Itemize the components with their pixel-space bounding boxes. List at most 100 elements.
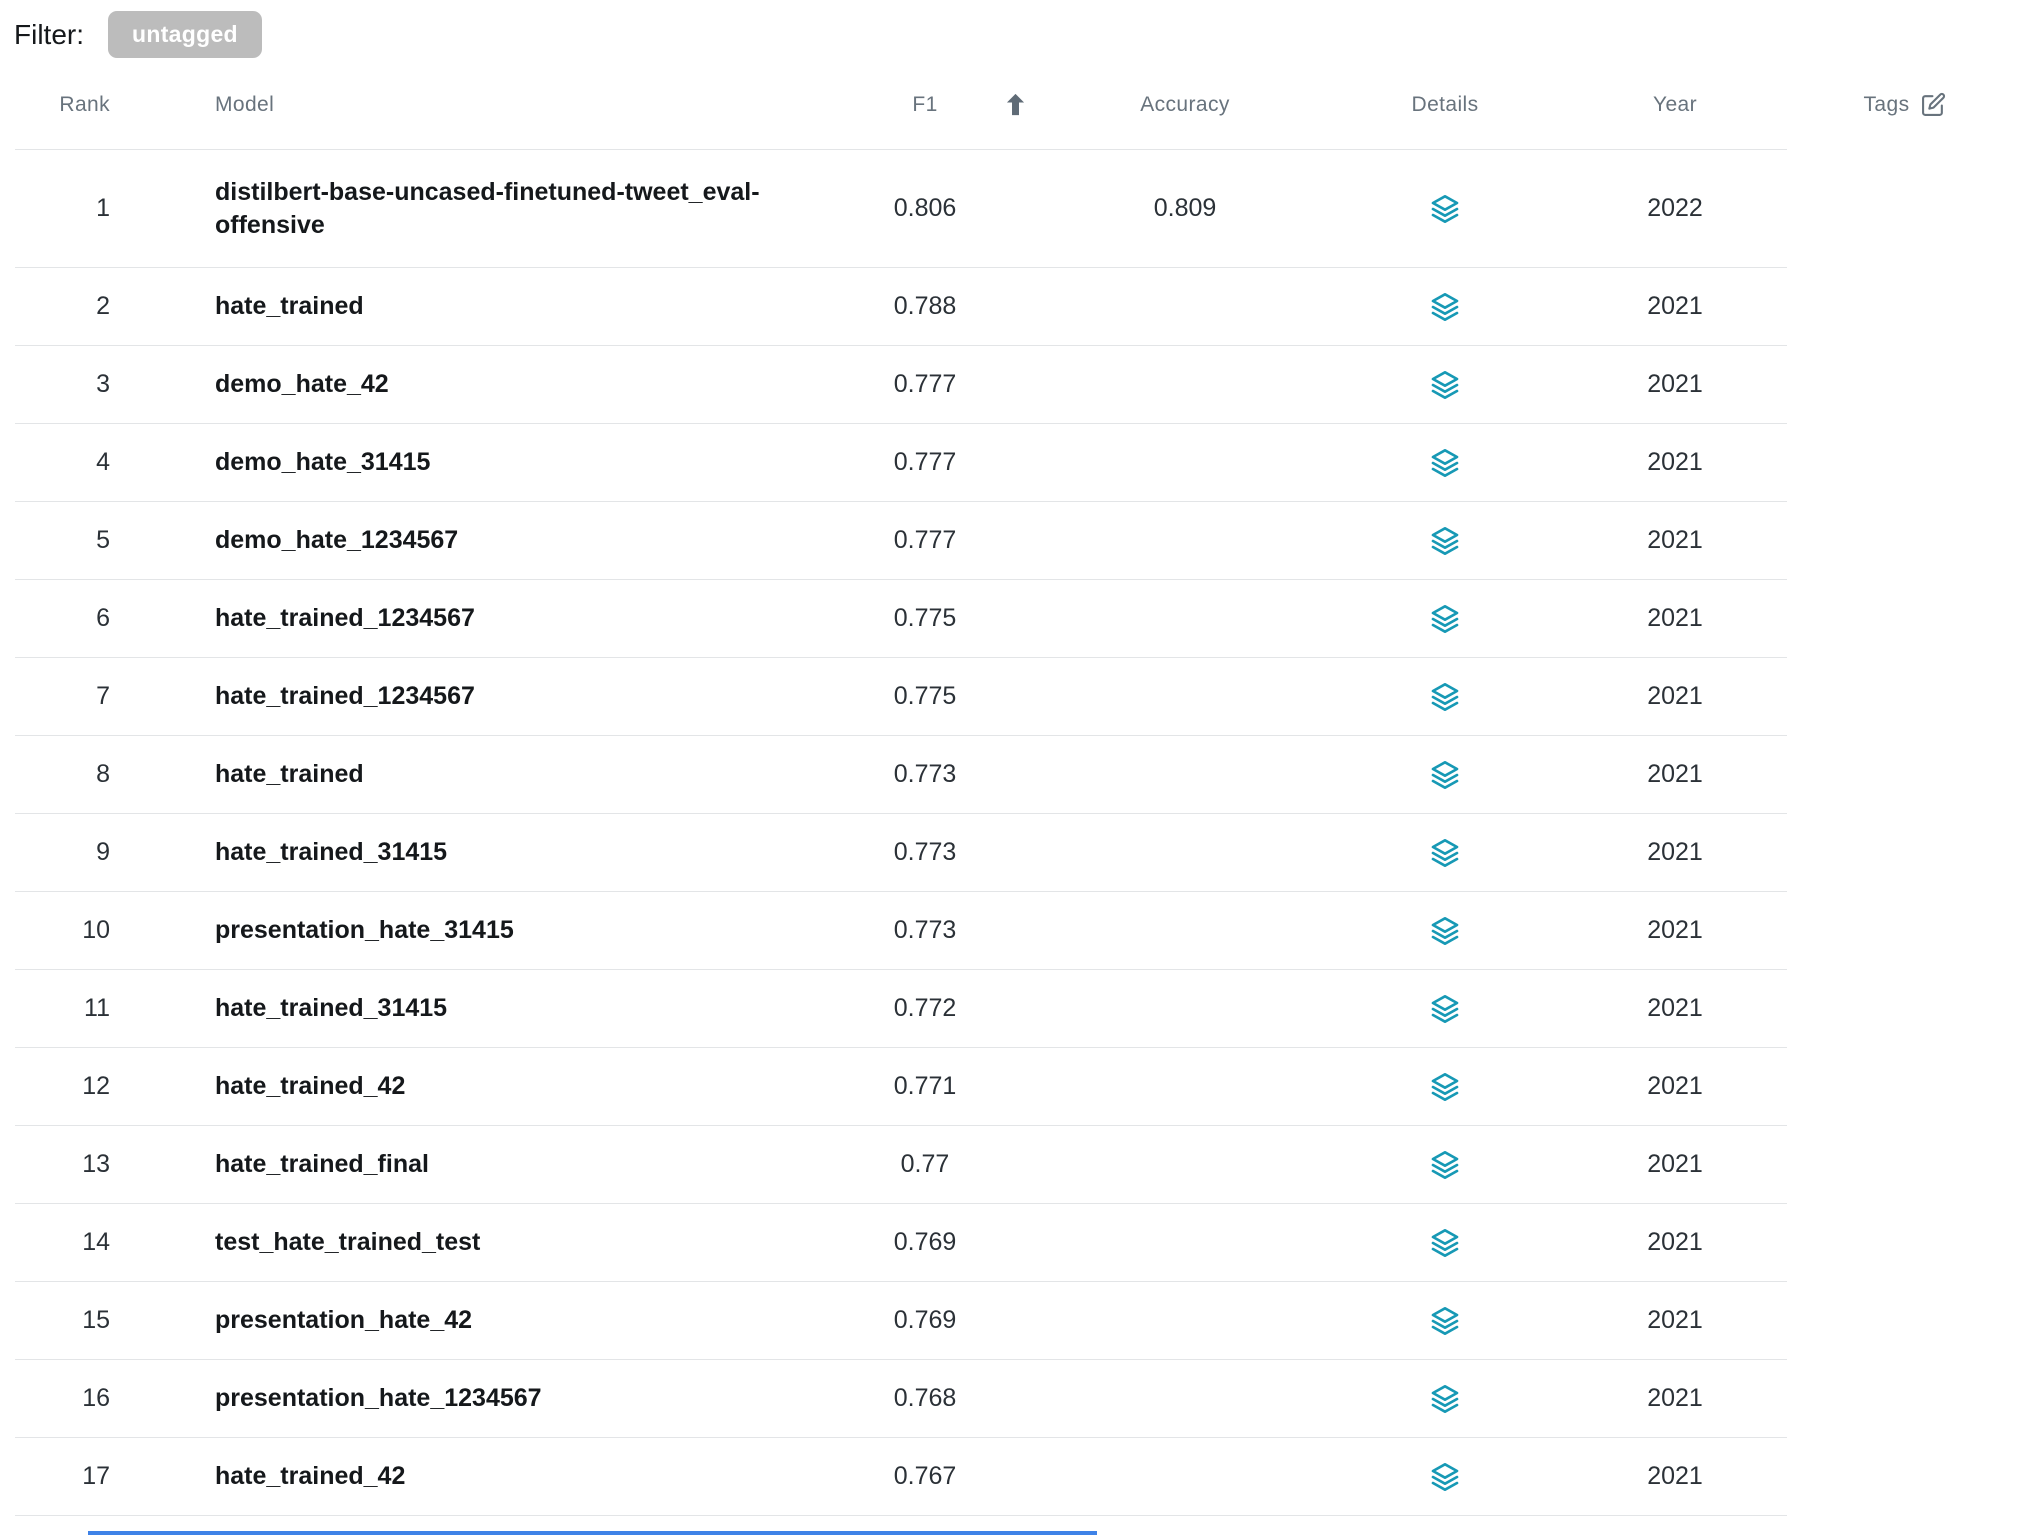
details-button[interactable]: [1429, 915, 1461, 947]
year-value: 2021: [1647, 292, 1703, 320]
details-button[interactable]: [1429, 1305, 1461, 1337]
rank-cell: 5: [96, 526, 110, 554]
f1-value: 0.771: [893, 1072, 957, 1100]
f1-value: 0.769: [893, 1306, 957, 1334]
model-name: hate_trained: [215, 292, 364, 320]
details-cell: [1330, 1071, 1560, 1103]
details-button[interactable]: [1429, 1383, 1461, 1415]
table-row: 3 demo_hate_42 0.777 2021: [15, 346, 1787, 424]
model-name: presentation_hate_1234567: [215, 1384, 542, 1412]
details-button[interactable]: [1429, 447, 1461, 479]
f1-value: 0.767: [893, 1462, 957, 1490]
rank-cell: 2: [96, 292, 110, 320]
bottom-cropped-blue-line: [88, 1531, 1097, 1535]
details-cell: [1330, 369, 1560, 401]
f1-value: 0.788: [893, 292, 957, 320]
details-button[interactable]: [1429, 993, 1461, 1025]
year-value: 2021: [1647, 370, 1703, 398]
f1-value: 0.777: [893, 526, 957, 554]
year-value: 2021: [1647, 760, 1703, 788]
year-value: 2021: [1647, 526, 1703, 554]
column-header-accuracy[interactable]: Accuracy: [1140, 92, 1230, 116]
details-cell: [1330, 447, 1560, 479]
details-cell: [1330, 1461, 1560, 1493]
layers-icon: [1431, 1228, 1459, 1257]
details-button[interactable]: [1429, 291, 1461, 323]
column-header-f1[interactable]: F1: [912, 92, 938, 116]
details-button[interactable]: [1429, 525, 1461, 557]
details-cell: [1330, 993, 1560, 1025]
layers-icon: [1431, 370, 1459, 399]
table-row: 10 presentation_hate_31415 0.773 2021: [15, 892, 1787, 970]
tags-header-label: Tags: [1863, 92, 1910, 116]
filter-bar: Filter: untagged: [14, 11, 262, 58]
year-value: 2021: [1647, 1150, 1703, 1178]
column-header-year[interactable]: Year: [1652, 92, 1698, 116]
accuracy-value: 0.809: [1153, 194, 1217, 222]
rank-cell: 8: [96, 760, 110, 788]
model-name: demo_hate_42: [215, 370, 389, 398]
year-value: 2021: [1647, 916, 1703, 944]
layers-icon: [1431, 1306, 1459, 1335]
sort-ascending-icon[interactable]: [990, 91, 1040, 118]
details-cell: [1330, 193, 1560, 225]
details-button[interactable]: [1429, 759, 1461, 791]
details-cell: [1330, 1383, 1560, 1415]
edit-tags-icon[interactable]: [1921, 92, 1946, 117]
rank-cell: 4: [96, 448, 110, 476]
layers-icon: [1431, 1150, 1459, 1179]
f1-value: 0.773: [893, 838, 957, 866]
details-button[interactable]: [1429, 193, 1461, 225]
table-row: 16 presentation_hate_1234567 0.768 2021: [15, 1360, 1787, 1438]
details-button[interactable]: [1429, 1071, 1461, 1103]
column-header-model[interactable]: Model: [215, 92, 275, 116]
table-header-row: Rank Model F1 Accuracy Details Year Tags: [15, 60, 2020, 149]
rank-cell: 17: [82, 1462, 110, 1490]
rank-cell: 7: [96, 682, 110, 710]
details-button[interactable]: [1429, 1227, 1461, 1259]
layers-icon: [1431, 1462, 1459, 1491]
details-cell: [1330, 1227, 1560, 1259]
model-name: hate_trained_42: [215, 1072, 406, 1100]
f1-value: 0.775: [893, 682, 957, 710]
table-row: 13 hate_trained_final 0.77 2021: [15, 1126, 1787, 1204]
f1-value: 0.773: [893, 760, 957, 788]
details-button[interactable]: [1429, 1461, 1461, 1493]
rank-cell: 13: [82, 1150, 110, 1178]
year-value: 2021: [1647, 604, 1703, 632]
rank-cell: 11: [84, 994, 110, 1022]
table-row: 17 hate_trained_42 0.767 2021: [15, 1438, 1787, 1516]
model-name: hate_trained_final: [215, 1150, 429, 1178]
column-header-rank[interactable]: Rank: [59, 92, 110, 116]
details-cell: [1330, 1149, 1560, 1181]
f1-value: 0.773: [893, 916, 957, 944]
details-button[interactable]: [1429, 837, 1461, 869]
details-cell: [1330, 759, 1560, 791]
details-cell: [1330, 681, 1560, 713]
layers-icon: [1431, 604, 1459, 633]
rank-cell: 16: [82, 1384, 110, 1412]
f1-value: 0.769: [893, 1228, 957, 1256]
filter-label: Filter:: [14, 18, 84, 50]
f1-value: 0.77: [900, 1150, 950, 1178]
details-cell: [1330, 1305, 1560, 1337]
details-button[interactable]: [1429, 681, 1461, 713]
layers-icon: [1431, 838, 1459, 867]
f1-value: 0.772: [893, 994, 957, 1022]
layers-icon: [1431, 1384, 1459, 1413]
table-row: 9 hate_trained_31415 0.773 2021: [15, 814, 1787, 892]
details-cell: [1330, 915, 1560, 947]
rank-cell: 3: [96, 370, 110, 398]
year-value: 2021: [1647, 994, 1703, 1022]
details-button[interactable]: [1429, 369, 1461, 401]
year-value: 2021: [1647, 448, 1703, 476]
details-button[interactable]: [1429, 1149, 1461, 1181]
model-name: hate_trained: [215, 760, 364, 788]
rank-cell: 14: [82, 1228, 110, 1256]
details-cell: [1330, 291, 1560, 323]
model-name: demo_hate_31415: [215, 448, 431, 476]
model-name: presentation_hate_31415: [215, 916, 514, 944]
table-row: 11 hate_trained_31415 0.772 2021: [15, 970, 1787, 1048]
details-button[interactable]: [1429, 603, 1461, 635]
filter-tag-untagged[interactable]: untagged: [108, 11, 262, 58]
